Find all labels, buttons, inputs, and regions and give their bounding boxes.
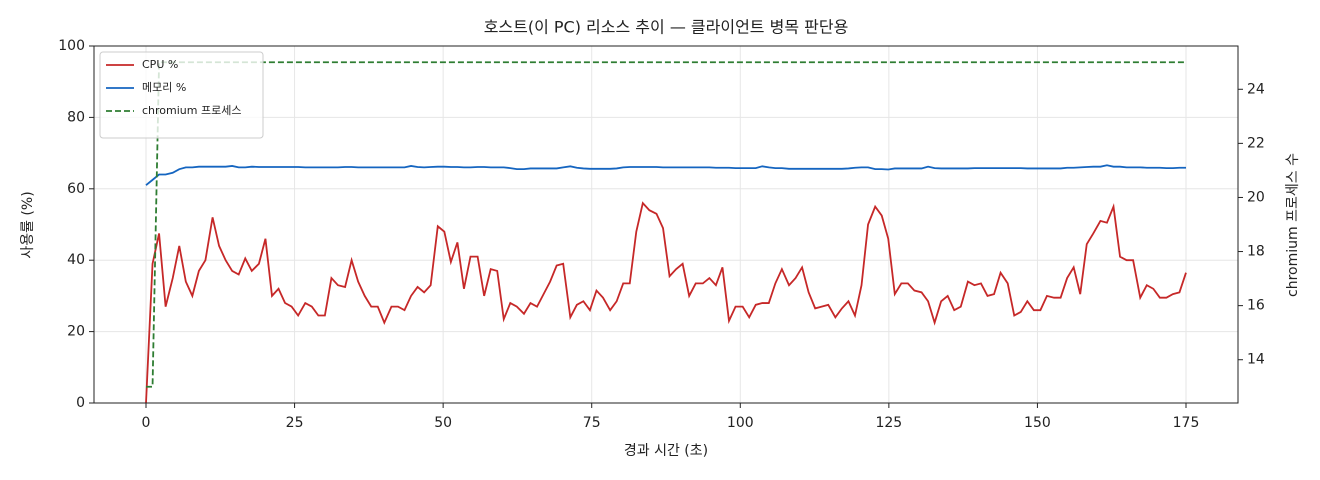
x-tick-label: 0 [142, 415, 151, 431]
legend-box [99, 51, 264, 139]
legend-label: chromium 프로세스 [142, 104, 241, 117]
data-line [145, 164, 1186, 186]
y-tick-label: 60 [67, 181, 85, 197]
y-axis-label: 사용률 (%) [20, 191, 36, 258]
chart-title: 호스트(이 PC) 리소스 추이 — 클라이언트 병목 판단용 [484, 18, 849, 37]
y2-tick-label: 22 [1247, 135, 1265, 151]
y2-tick-label: 16 [1247, 298, 1265, 314]
y2-tick-label: 14 [1247, 352, 1265, 368]
data-line [145, 201, 1187, 404]
plot-frame [93, 45, 1239, 404]
y2-axis-label: chromium 프로세스 수 [1285, 153, 1301, 297]
y-tick-label: 40 [67, 252, 85, 268]
y2-tick-label: 20 [1247, 189, 1265, 205]
y-tick-label: 100 [58, 38, 85, 54]
grid [94, 45, 1238, 404]
x-tick-label: 75 [583, 415, 601, 431]
legend-label: 메모리 % [142, 81, 186, 94]
x-axis-label: 경과 시간 (초) [624, 443, 708, 459]
legend-label: CPU % [142, 58, 178, 71]
x-tick-label: 125 [875, 415, 902, 431]
y2-tick-label: 24 [1247, 81, 1265, 97]
x-tick-label: 25 [286, 415, 304, 431]
x-tick-label: 50 [434, 415, 452, 431]
data-line [146, 61, 1186, 388]
x-tick-label: 150 [1024, 415, 1051, 431]
y-tick-label: 80 [67, 109, 85, 125]
x-tick-label: 100 [727, 415, 754, 431]
y2-tick-label: 18 [1247, 244, 1265, 260]
y-tick-label: 0 [76, 395, 85, 411]
x-tick-label: 175 [1173, 415, 1200, 431]
y-tick-label: 20 [67, 324, 85, 340]
